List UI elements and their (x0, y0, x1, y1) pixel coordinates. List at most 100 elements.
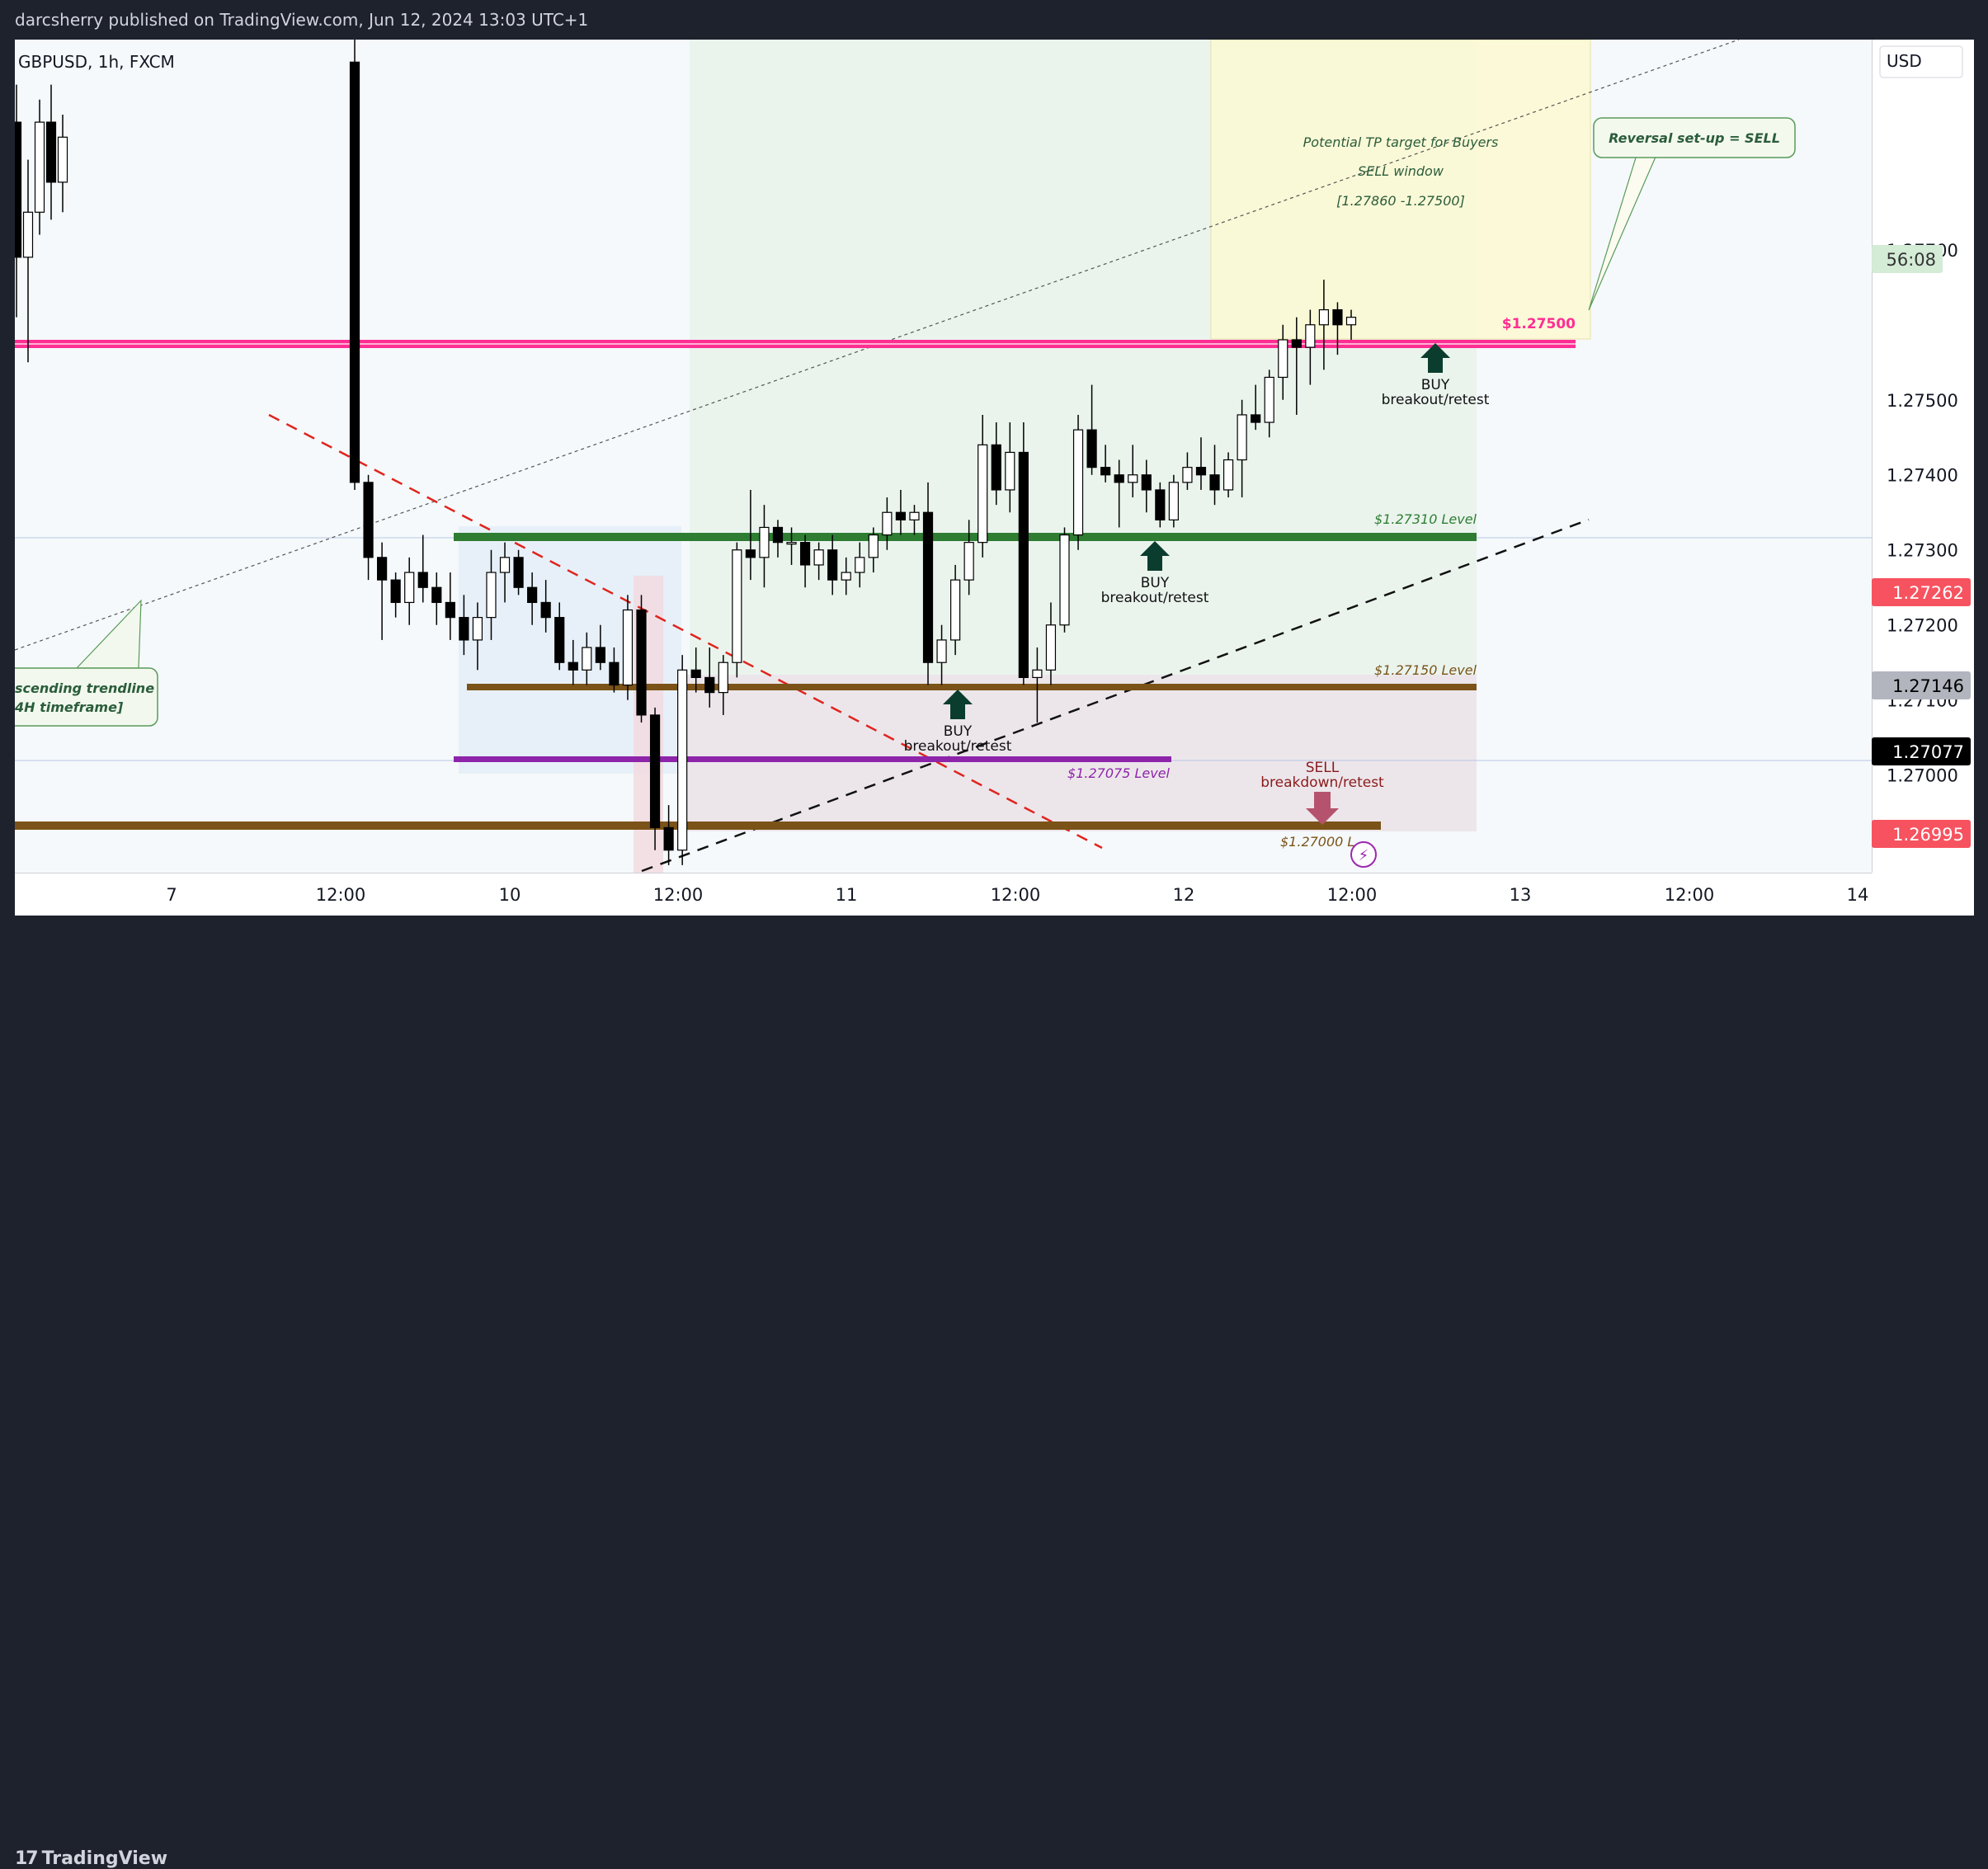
descending-trendline-red (268, 413, 1103, 850)
buy-1.27500-arrow (1420, 343, 1450, 373)
time-tick: 12:00 (1665, 885, 1715, 905)
tradingview-logo-text: TradingView (41, 1848, 168, 1869)
trendline-callout-line1: scending trendline (15, 680, 154, 696)
candle-body (57, 136, 68, 183)
candle-body (704, 676, 715, 694)
candle-body (1018, 451, 1029, 679)
price-tick: 1.27500 (1887, 391, 1958, 411)
candle-body (690, 669, 701, 679)
time-tick: 12:00 (1327, 885, 1378, 905)
price-tick: 1.27300 (1887, 541, 1958, 561)
chart-plot-area[interactable]: $1.27500 $1.27310 Level $1.27150 Level $1.2… (15, 40, 1872, 873)
level-label-1.27075: $1.27075 Level (1067, 765, 1171, 781)
candle-body (22, 211, 34, 258)
candle-body (554, 617, 565, 663)
price-tag-countdown (1872, 245, 1943, 273)
candle-body (786, 542, 797, 545)
candle-body (363, 482, 374, 558)
candle-body (991, 444, 1001, 491)
candle-body (445, 601, 455, 619)
price-axis[interactable]: USD 1.27000 1.27100 1.27200 1.27300 1.27400 1.… (1871, 40, 1974, 873)
publisher-text: darcsherry published on TradingView.com,… (15, 10, 589, 30)
candle-body (1059, 534, 1070, 626)
sell-window-range: [1.27860 -1.27500] (1336, 193, 1465, 209)
price-tick: 1.27200 (1887, 616, 1958, 636)
candle-body (45, 121, 57, 183)
candle-body (1100, 467, 1111, 476)
candle-body (1086, 429, 1097, 468)
time-tick: 7 (166, 885, 177, 905)
lightning-icon (1350, 841, 1377, 868)
currency-selector-box (1879, 45, 1963, 78)
reversal-callout-box (1593, 117, 1796, 158)
pink-sell-zone (679, 675, 1477, 831)
candle-body (595, 647, 605, 663)
candle-body (882, 511, 893, 536)
candle-body (390, 579, 401, 604)
sell-window-border (1210, 40, 1591, 340)
candle-body (1332, 308, 1343, 326)
level-label-1.27150: $1.27150 Level (1374, 662, 1477, 678)
candle-body (472, 617, 483, 641)
candle-body (936, 639, 947, 663)
candle-body (663, 826, 674, 851)
lightning-icon-glyph: ⚡ (1359, 847, 1369, 864)
candle-body (1264, 376, 1274, 423)
candle-body (486, 572, 497, 619)
candle-body (513, 557, 524, 588)
symbol-label: GBPUSD, 1h, FXCM (18, 52, 175, 72)
level-1.27075-band (454, 756, 1171, 762)
candle-body (459, 617, 469, 641)
sell-label: SELL (1306, 760, 1340, 776)
candle-body (1182, 467, 1193, 483)
candle-body (1222, 459, 1234, 491)
rising-trendline-black (641, 518, 1590, 873)
candlestick-chart[interactable]: $1.27500 $1.27310 Level $1.27150 Level $1.2… (15, 40, 1872, 873)
time-tick: 13 (1510, 885, 1532, 905)
candle-body (1305, 324, 1316, 348)
tp-target-text: Potential TP target for Buyers (1303, 134, 1499, 150)
price-tick: 1.27400 (1887, 466, 1958, 486)
trendline-callout-box (15, 667, 158, 727)
candle-body (1128, 474, 1138, 483)
candle-body (1278, 339, 1288, 379)
candle-body (636, 609, 647, 716)
candle-body (978, 444, 988, 544)
candle-body (404, 572, 415, 604)
level-1.27310-band (454, 533, 1477, 541)
candle-body (841, 572, 851, 581)
price-tag-text-red: 1.27262 (1892, 583, 1964, 603)
candle-body (582, 647, 592, 671)
candle-body (568, 661, 578, 671)
candle-body (1141, 474, 1152, 491)
price-tag-red (1872, 820, 1971, 848)
tradingview-logo[interactable]: 17 TradingView (15, 1848, 167, 1869)
time-tick: 11 (836, 885, 858, 905)
buy-1.27310-arrow (1140, 541, 1170, 571)
candle-body (799, 542, 811, 566)
trendline-callout-line2: 4H timeframe] (15, 699, 124, 715)
candle-body (827, 549, 838, 581)
candle-body (759, 526, 770, 558)
candle-body (1195, 467, 1207, 476)
candle-body (540, 601, 551, 619)
candle-body (855, 557, 865, 573)
buy-1.27310-subtext: breakout/retest (1101, 590, 1209, 606)
time-axis[interactable]: 7 12:00 10 12:00 11 12:00 12 12:00 13 12:00 14 (15, 872, 1872, 916)
candle-body (677, 669, 688, 851)
candle-body (963, 542, 974, 581)
time-tick: 10 (499, 885, 521, 905)
tradingview-logo-icon: 17 (15, 1848, 39, 1869)
candle-body (1291, 339, 1302, 348)
buy-1.27310-label: BUY (1141, 575, 1170, 591)
candle-body (745, 549, 756, 558)
candle-body (1345, 317, 1357, 326)
price-tag-text-gray: 1.27146 (1892, 676, 1964, 696)
price-tag-text-black: 1.27077 (1892, 742, 1964, 762)
candle-body (376, 557, 388, 581)
buy-1.27150-arrow (943, 690, 973, 719)
currency-label: USD (1887, 51, 1922, 71)
level-label-1.27310: $1.27310 Level (1374, 511, 1477, 527)
candle-body (895, 511, 907, 520)
candle-body (609, 661, 619, 686)
